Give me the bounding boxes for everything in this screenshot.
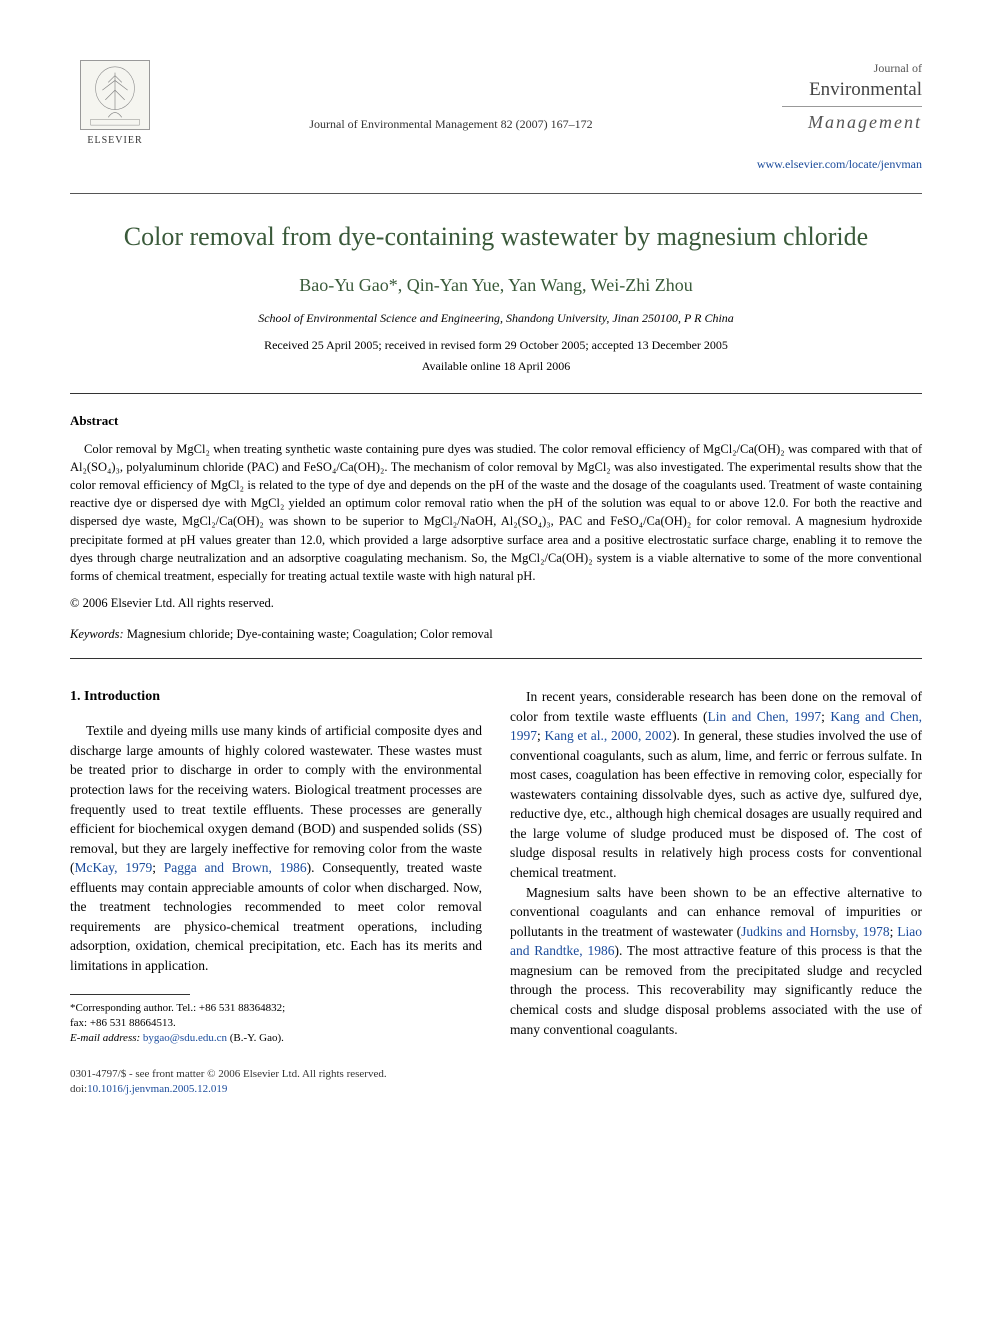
p2-sep1: ; <box>821 709 830 724</box>
intro-paragraph-3: Magnesium salts have been shown to be an… <box>510 883 922 1040</box>
email-label: E-mail address: <box>70 1032 143 1044</box>
available-date: Available online 18 April 2006 <box>70 358 922 375</box>
affiliation: School of Environmental Science and Engi… <box>70 310 922 327</box>
right-column: In recent years, considerable research h… <box>510 687 922 1047</box>
corresponding-email[interactable]: bygao@sdu.edu.cn <box>143 1032 227 1044</box>
doi-label: doi: <box>70 1083 87 1095</box>
section-1-heading: 1. Introduction <box>70 687 482 707</box>
left-column: 1. Introduction Textile and dyeing mills… <box>70 687 482 1047</box>
p2-text-b: ). In general, these studies involved th… <box>510 728 922 880</box>
citation-kang-et-al-2000-2002[interactable]: Kang et al., 2000, 2002 <box>544 728 672 743</box>
elsevier-tree-icon <box>80 60 150 130</box>
citation-pagga-brown-1986[interactable]: Pagga and Brown, 1986 <box>164 860 307 875</box>
keywords-values: Magnesium chloride; Dye-containing waste… <box>124 627 493 641</box>
publisher-logo: ELSEVIER <box>70 60 160 148</box>
issn-copyright-line: 0301-4797/$ - see front matter © 2006 El… <box>70 1067 922 1082</box>
journal-website-link[interactable]: www.elsevier.com/locate/jenvman <box>70 156 922 173</box>
corresponding-tel: *Corresponding author. Tel.: +86 531 883… <box>70 1001 482 1016</box>
email-suffix: (B.-Y. Gao). <box>227 1032 284 1044</box>
intro-paragraph-1: Textile and dyeing mills use many kinds … <box>70 721 482 975</box>
corresponding-email-line: E-mail address: bygao@sdu.edu.cn (B.-Y. … <box>70 1031 482 1046</box>
body-columns: 1. Introduction Textile and dyeing mills… <box>70 687 922 1047</box>
author-list: Bao-Yu Gao*, Qin-Yan Yue, Yan Wang, Wei-… <box>70 273 922 298</box>
citation-judkins-hornsby-1978[interactable]: Judkins and Hornsby, 1978 <box>741 924 889 939</box>
doi-link[interactable]: 10.1016/j.jenvman.2005.12.019 <box>87 1083 227 1095</box>
keywords-label: Keywords: <box>70 627 124 641</box>
p1-text-b: ). Consequently, treated waste effluents… <box>70 860 482 973</box>
footnote-separator <box>70 994 190 995</box>
journal-of-label: Journal of <box>742 60 922 77</box>
journal-logo: Journal of Environmental Management <box>742 60 922 136</box>
page-header: ELSEVIER Journal of Environmental Manage… <box>70 60 922 148</box>
publisher-name: ELSEVIER <box>87 134 142 148</box>
footer-block: 0301-4797/$ - see front matter © 2006 El… <box>70 1067 922 1098</box>
corresponding-author-footnote: *Corresponding author. Tel.: +86 531 883… <box>70 1001 482 1047</box>
abstract-body: Color removal by MgCl₂ when treating syn… <box>70 440 922 585</box>
abstract-bottom-rule <box>70 658 922 659</box>
header-rule <box>70 193 922 194</box>
citation-lin-chen-1997[interactable]: Lin and Chen, 1997 <box>707 709 821 724</box>
doi-line: doi:10.1016/j.jenvman.2005.12.019 <box>70 1082 922 1097</box>
abstract-copyright: © 2006 Elsevier Ltd. All rights reserved… <box>70 595 922 613</box>
journal-env-label: Environmental <box>742 77 922 104</box>
received-dates: Received 25 April 2005; received in revi… <box>70 337 922 354</box>
keywords-line: Keywords: Magnesium chloride; Dye-contai… <box>70 626 922 644</box>
abstract-text: Color removal by MgCl₂ when treating syn… <box>70 442 922 583</box>
abstract-heading: Abstract <box>70 412 922 430</box>
corresponding-fax: fax: +86 531 88664513. <box>70 1016 482 1031</box>
journal-mgmt-label: Management <box>742 110 922 135</box>
journal-reference: Journal of Environmental Management 82 (… <box>160 60 742 133</box>
citation-mckay-1979[interactable]: McKay, 1979 <box>75 860 153 875</box>
intro-paragraph-2: In recent years, considerable research h… <box>510 687 922 883</box>
p1-text-a: Textile and dyeing mills use many kinds … <box>70 723 482 875</box>
article-title: Color removal from dye-containing wastew… <box>70 219 922 255</box>
abstract-top-rule <box>70 393 922 394</box>
p1-sep1: ; <box>152 860 164 875</box>
